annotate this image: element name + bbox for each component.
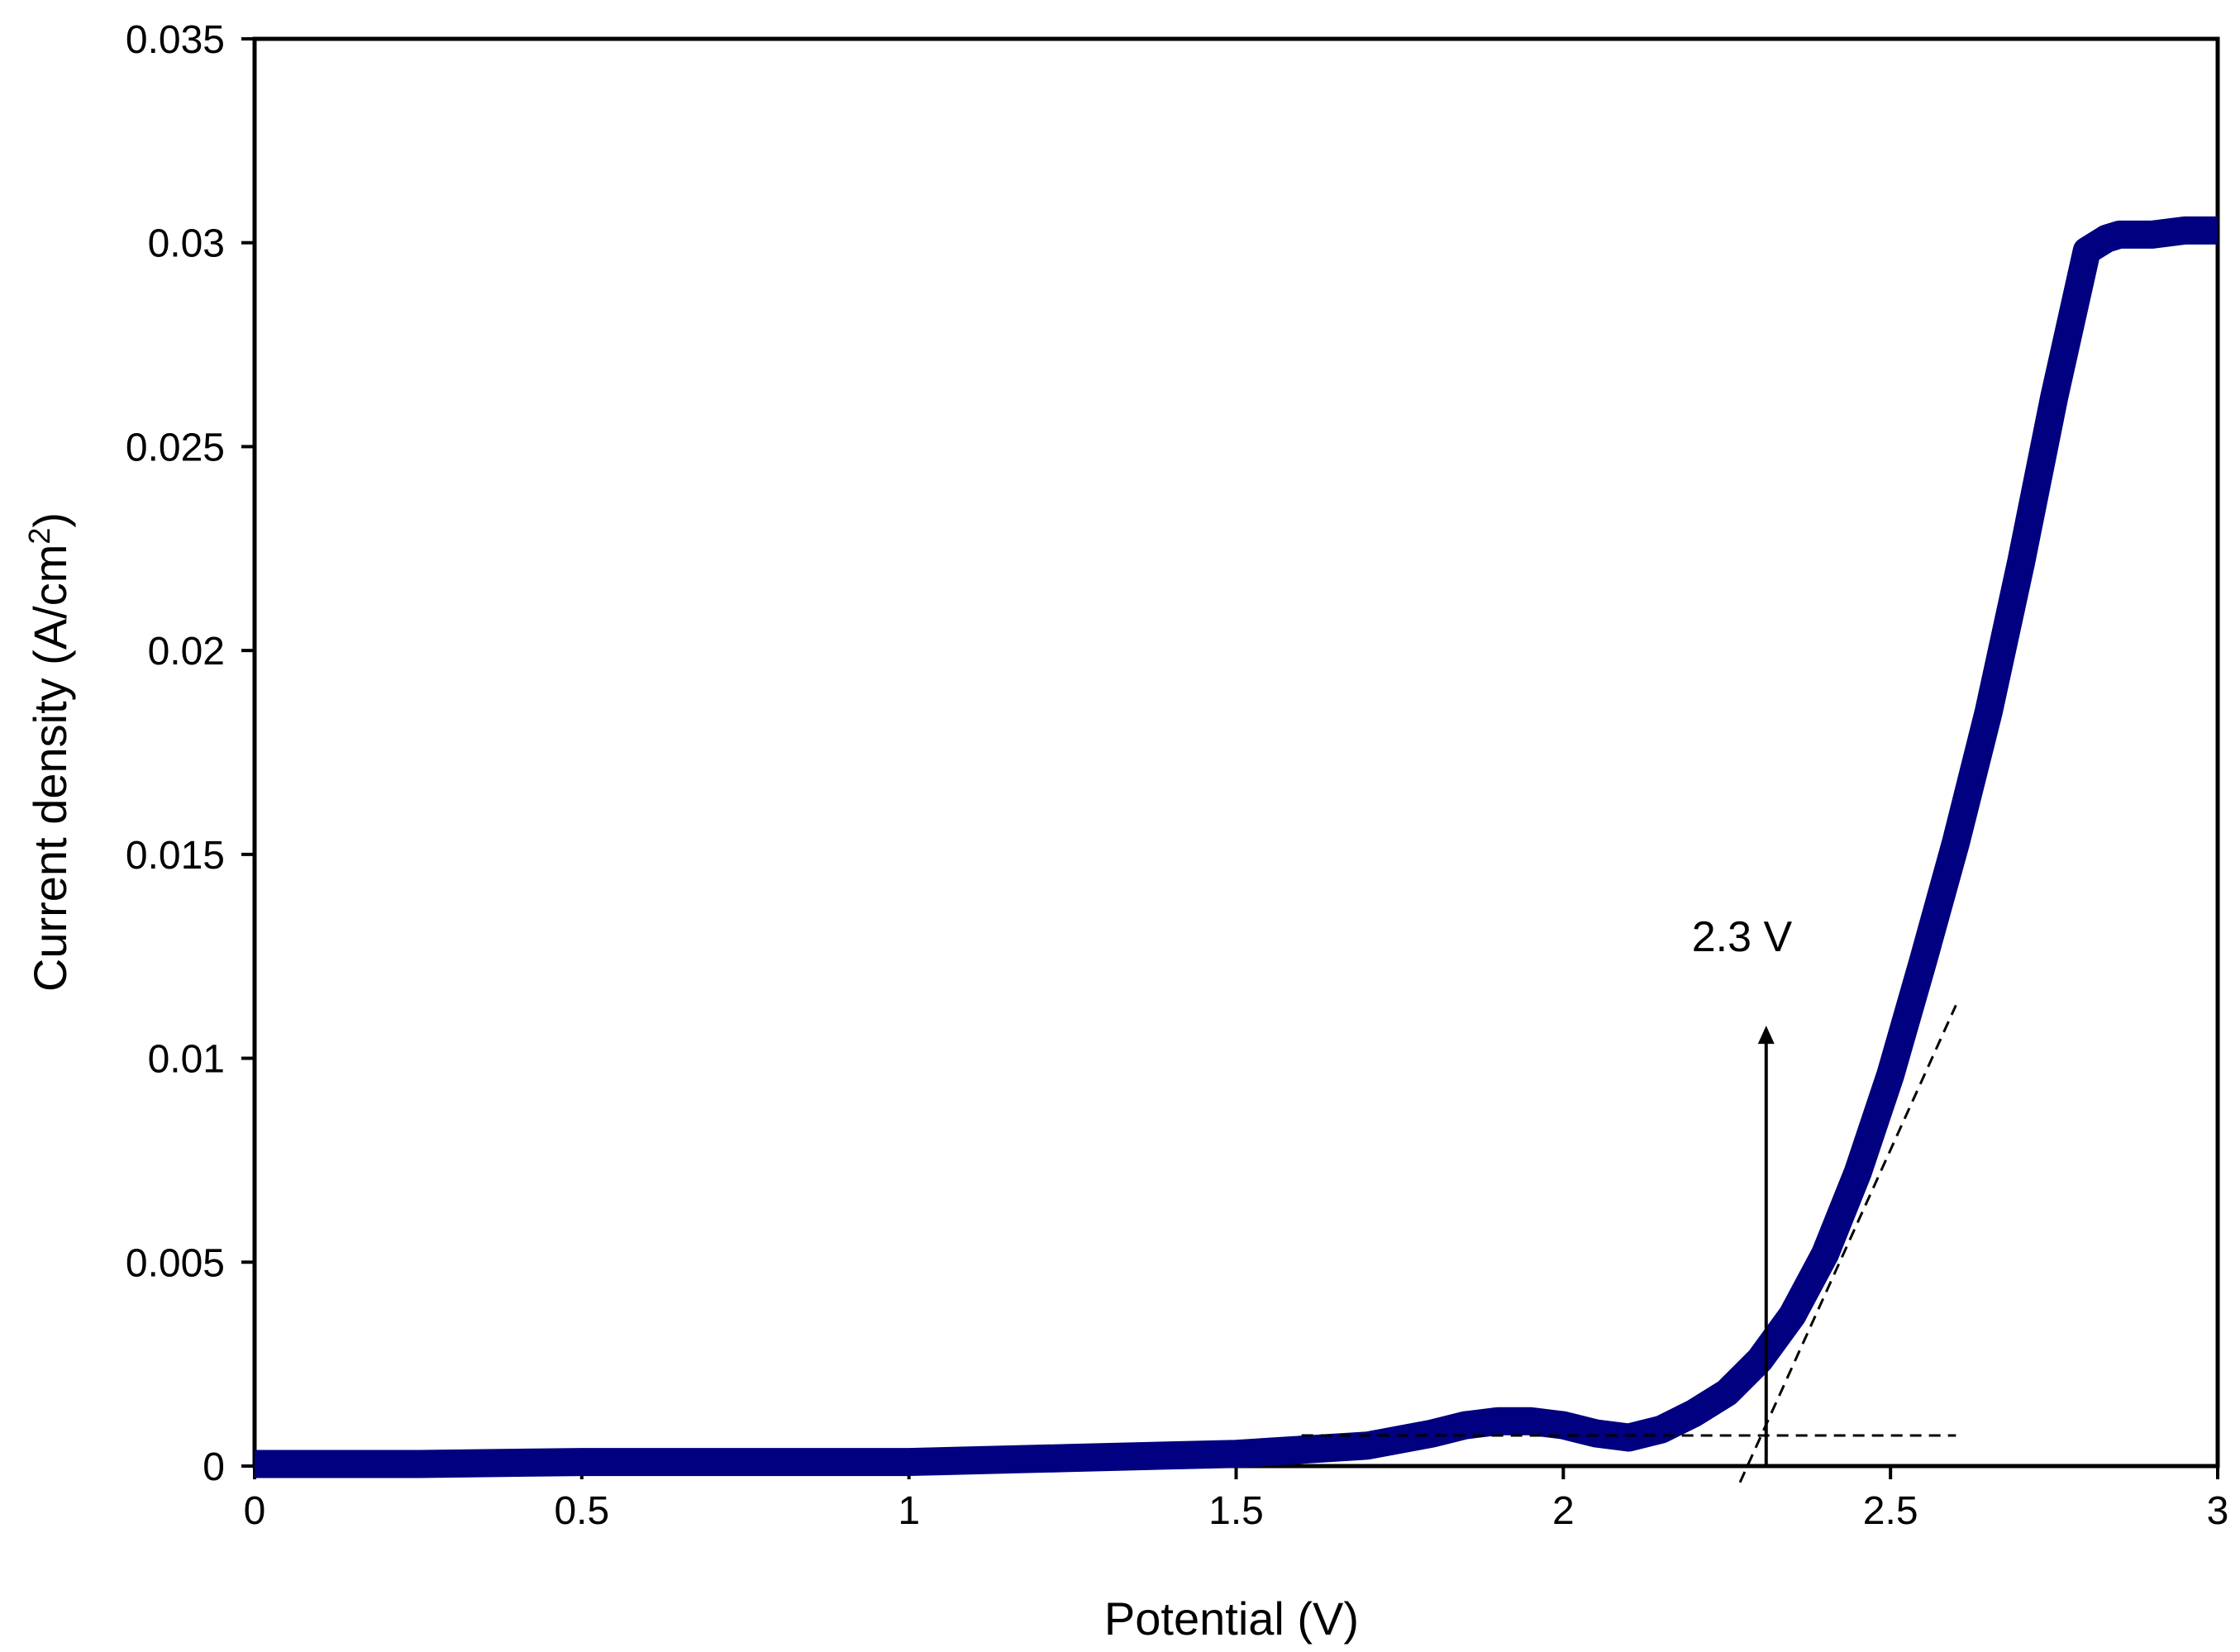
y-tick-label: 0.015	[126, 834, 225, 878]
plot-area	[252, 36, 2220, 1469]
y-tick-label: 0.035	[126, 18, 225, 62]
x-tick-label: 3	[2207, 1489, 2229, 1533]
x-axis-ticks: 0 0.5 1 1.5 2 2.5 3	[244, 1466, 2229, 1533]
onset-annotation-label: 2.3 V	[1692, 913, 1793, 961]
y-tick-label: 0.01	[148, 1038, 225, 1082]
annotation-layer: 2.3 V	[1301, 913, 1957, 1483]
y-tick-label: 0.03	[148, 222, 225, 266]
x-tick-label: 1	[898, 1489, 920, 1533]
onset-arrow-head	[1757, 1026, 1775, 1045]
series-layer	[255, 216, 2218, 1478]
y-axis-title-sup: 2	[22, 528, 56, 545]
y-tick-label: 0.005	[126, 1241, 225, 1285]
x-tick-label: 0.5	[554, 1489, 609, 1533]
y-tick-label: 0.02	[148, 630, 225, 674]
y-axis-title-close: )	[24, 512, 76, 528]
y-axis-ticks: 0 0.005 0.01 0.015 0.02 0.025 0.03 0.035	[126, 18, 255, 1489]
tangent-dashed-line	[1738, 1004, 1957, 1483]
x-tick-label: 1.5	[1208, 1489, 1264, 1533]
x-tick-label: 0	[244, 1489, 266, 1533]
y-tick-label: 0.025	[126, 426, 225, 469]
y-tick-label: 0	[203, 1445, 225, 1489]
x-tick-label: 2	[1552, 1489, 1575, 1533]
x-axis-title: Potential (V)	[1104, 1592, 1359, 1645]
series-line	[255, 216, 2218, 1478]
x-tick-label: 2.5	[1863, 1489, 1918, 1533]
y-axis-title-main: Current density (A/cm	[24, 545, 76, 993]
y-axis-title: Current density (A/cm2)	[22, 512, 76, 992]
